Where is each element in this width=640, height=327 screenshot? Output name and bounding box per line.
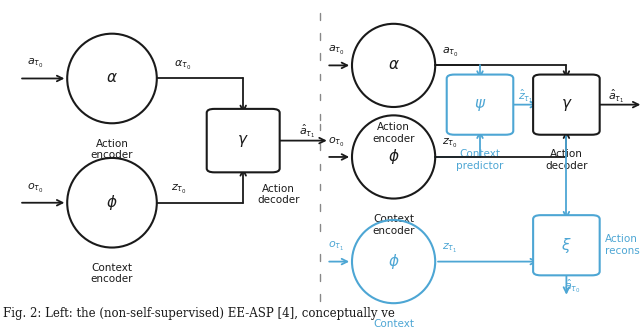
Text: $\hat{a}_{\tau_0}$: $\hat{a}_{\tau_0}$	[564, 277, 581, 295]
Text: $\psi$: $\psi$	[474, 97, 486, 112]
Text: $\phi$: $\phi$	[388, 252, 399, 271]
FancyBboxPatch shape	[447, 75, 513, 135]
Text: $\alpha$: $\alpha$	[106, 72, 118, 85]
FancyBboxPatch shape	[207, 109, 280, 172]
Text: Fig. 2: Left: the (non-self-supervised) EE-ASP [4], conceptually ve: Fig. 2: Left: the (non-self-supervised) …	[3, 307, 395, 320]
Text: $\alpha_{\tau_0}$: $\alpha_{\tau_0}$	[174, 59, 191, 72]
Text: $a_{\tau_0}$: $a_{\tau_0}$	[328, 44, 344, 57]
Text: $z_{\tau_0}$: $z_{\tau_0}$	[172, 183, 187, 196]
Text: $\phi$: $\phi$	[388, 147, 399, 166]
Text: $a_{\tau_0}$: $a_{\tau_0}$	[27, 57, 44, 70]
FancyBboxPatch shape	[533, 75, 600, 135]
Text: $o_{\tau_0}$: $o_{\tau_0}$	[328, 136, 344, 149]
Text: $\xi$: $\xi$	[561, 236, 572, 255]
Text: $\hat{a}_{\tau_1}$: $\hat{a}_{\tau_1}$	[608, 88, 625, 105]
Text: Action
encoder: Action encoder	[372, 122, 415, 144]
Text: $\hat{a}_{\tau_1}$: $\hat{a}_{\tau_1}$	[299, 122, 316, 140]
Text: Context
encoder: Context encoder	[372, 214, 415, 235]
Text: $\alpha$: $\alpha$	[388, 59, 399, 72]
Text: $z_{\tau_1}$: $z_{\tau_1}$	[442, 242, 457, 255]
Text: Action
decoder: Action decoder	[257, 184, 300, 205]
Text: $o_{\tau_0}$: $o_{\tau_0}$	[27, 181, 44, 195]
Text: $z_{\tau_0}$: $z_{\tau_0}$	[442, 137, 458, 150]
Text: Context
encoder: Context encoder	[372, 318, 415, 327]
Text: Action
encoder: Action encoder	[91, 139, 133, 160]
Text: $\gamma$: $\gamma$	[561, 97, 572, 112]
Text: $o_{\tau_1}$: $o_{\tau_1}$	[328, 240, 344, 253]
Text: $a_{\tau_0}$: $a_{\tau_0}$	[442, 46, 458, 59]
Text: $\hat{z}_{\tau_1}$: $\hat{z}_{\tau_1}$	[518, 88, 534, 105]
Text: Action
reconstructor: Action reconstructor	[605, 234, 640, 256]
Text: Context
predictor: Context predictor	[456, 149, 504, 171]
Text: Context
encoder: Context encoder	[91, 263, 133, 284]
Text: $\phi$: $\phi$	[106, 193, 118, 212]
Text: $\gamma$: $\gamma$	[237, 133, 249, 148]
Text: Action
decoder: Action decoder	[545, 149, 588, 171]
FancyBboxPatch shape	[533, 215, 600, 275]
